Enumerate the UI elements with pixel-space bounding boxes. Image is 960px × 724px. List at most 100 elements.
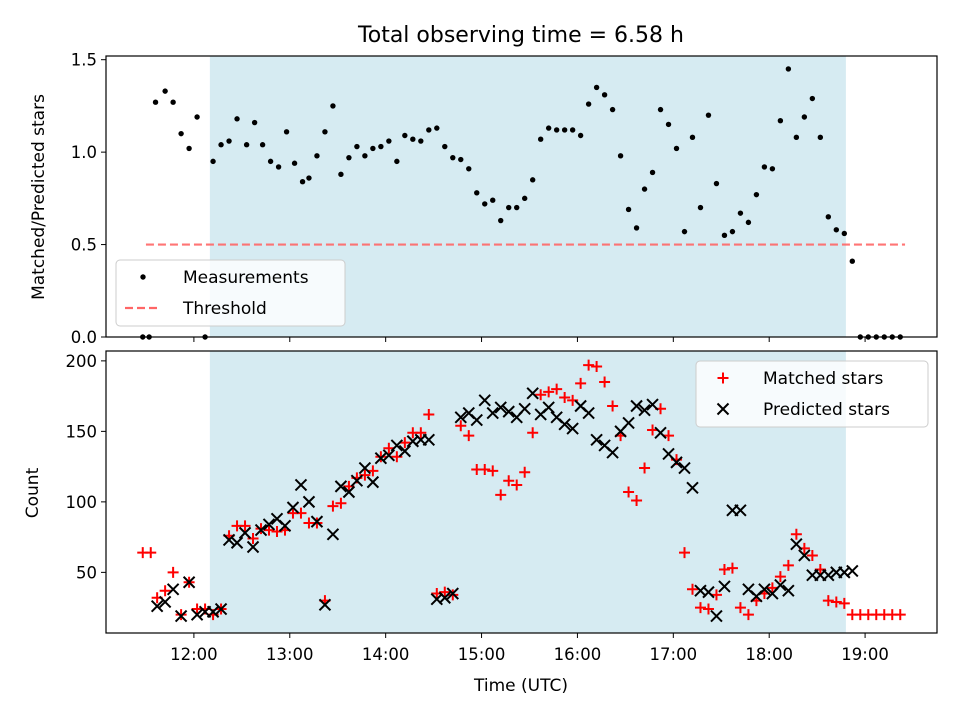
measurement-point <box>283 129 290 135</box>
matched-star-point <box>806 549 818 561</box>
predicted-star-point <box>214 602 228 616</box>
matched-star-point <box>894 609 906 621</box>
predicted-star-point <box>566 422 579 435</box>
predicted-star-point <box>222 533 236 547</box>
matched-star-point <box>663 430 675 442</box>
measurement-point <box>514 204 520 211</box>
legend-marker-predicted <box>716 402 730 416</box>
x-tick-label: 19:00 <box>841 645 889 664</box>
measurement-point <box>226 138 232 144</box>
measurement-point <box>378 143 384 150</box>
measurement-point <box>322 129 328 135</box>
y-tick-label: 1.0 <box>71 143 97 162</box>
measurement-point <box>849 258 856 264</box>
legend-label: Predicted stars <box>763 400 890 420</box>
measurement-point <box>825 214 832 220</box>
measurement-point <box>761 164 768 170</box>
measurement-point <box>474 190 480 196</box>
predicted-star-point <box>318 598 332 612</box>
measurement-point <box>267 158 274 165</box>
matched-star-point <box>167 566 179 578</box>
predicted-star-point <box>494 401 507 414</box>
matched-star-point <box>742 609 754 621</box>
measurement-point <box>817 134 824 141</box>
predicted-star-point <box>398 444 412 458</box>
measurement-point <box>649 169 656 176</box>
matched-star-point <box>383 442 395 454</box>
measurement-point <box>785 66 792 72</box>
predicted-star-point <box>518 402 531 416</box>
measurement-point <box>745 219 752 226</box>
predicted-star-point <box>446 587 459 600</box>
measurement-point <box>370 145 376 152</box>
matched-star-point <box>145 547 157 559</box>
measurement-point <box>529 177 536 183</box>
predicted-star-point <box>606 446 619 459</box>
measurement-point <box>291 160 298 166</box>
predicted-star-point <box>774 578 787 592</box>
measurement-point <box>777 118 784 124</box>
measurement-point <box>402 132 408 139</box>
measurement-point <box>299 179 306 185</box>
y-tick-label: 50 <box>76 563 97 582</box>
predicted-star-point <box>470 413 483 427</box>
predicted-star-point <box>454 411 467 424</box>
predicted-star-point <box>590 433 603 447</box>
x-tick-label: 18:00 <box>745 645 793 664</box>
matched-star-point <box>535 389 547 401</box>
matched-star-point <box>559 392 571 404</box>
predicted-star-point <box>622 416 635 430</box>
measurement-point <box>625 206 632 213</box>
measurement-point <box>243 142 250 148</box>
measurement-point <box>418 138 424 144</box>
measurement-point <box>170 99 176 105</box>
measurement-point <box>162 88 168 94</box>
top-y-axis-label: Matched/Predicted stars <box>29 94 49 300</box>
measurement-point <box>593 84 600 91</box>
measurement-point <box>809 95 816 102</box>
matched-star-point <box>335 497 347 509</box>
measurement-point <box>569 127 576 133</box>
predicted-star-point <box>374 451 388 465</box>
predicted-star-point <box>678 461 691 475</box>
measurement-point <box>641 186 648 192</box>
matched-star-point <box>543 386 555 398</box>
measurement-point <box>681 228 688 235</box>
matched-star-point <box>726 562 738 574</box>
predicted-star-point <box>262 518 276 531</box>
x-tick-label: 12:00 <box>170 645 218 664</box>
y-tick-label: 200 <box>66 352 98 371</box>
matched-star-point <box>822 595 834 607</box>
predicted-star-point <box>174 609 188 623</box>
predicted-star-point <box>326 528 340 541</box>
matched-star-point <box>734 602 746 614</box>
measurement-point <box>697 204 704 211</box>
measurement-point <box>561 127 568 133</box>
matched-star-point <box>583 359 595 371</box>
measurement-point <box>609 106 616 113</box>
x-axis-label: Time (UTC) <box>473 676 568 696</box>
measurement-point <box>769 166 776 172</box>
predicted-star-point <box>486 406 499 420</box>
y-tick-label: 100 <box>66 493 98 512</box>
measurement-point <box>152 99 159 105</box>
matched-star-point <box>367 465 379 477</box>
matched-star-point <box>439 586 451 598</box>
predicted-star-point <box>158 595 172 609</box>
predicted-star-point <box>150 600 164 613</box>
measurement-point <box>434 125 440 131</box>
measurement-point <box>442 143 448 150</box>
measurement-point <box>210 158 216 165</box>
predicted-star-point <box>670 456 683 469</box>
y-tick-label: 1.5 <box>71 51 97 70</box>
measurement-point <box>545 125 552 131</box>
predicted-star-point <box>686 481 699 494</box>
matched-star-point <box>702 603 714 615</box>
matched-star-point <box>327 500 339 512</box>
predicted-star-point <box>334 480 348 493</box>
measurement-point <box>729 228 736 235</box>
measurement-point <box>553 127 560 133</box>
predicted-star-point <box>310 515 324 528</box>
measurement-point <box>737 210 744 216</box>
measurement-point <box>386 138 392 144</box>
